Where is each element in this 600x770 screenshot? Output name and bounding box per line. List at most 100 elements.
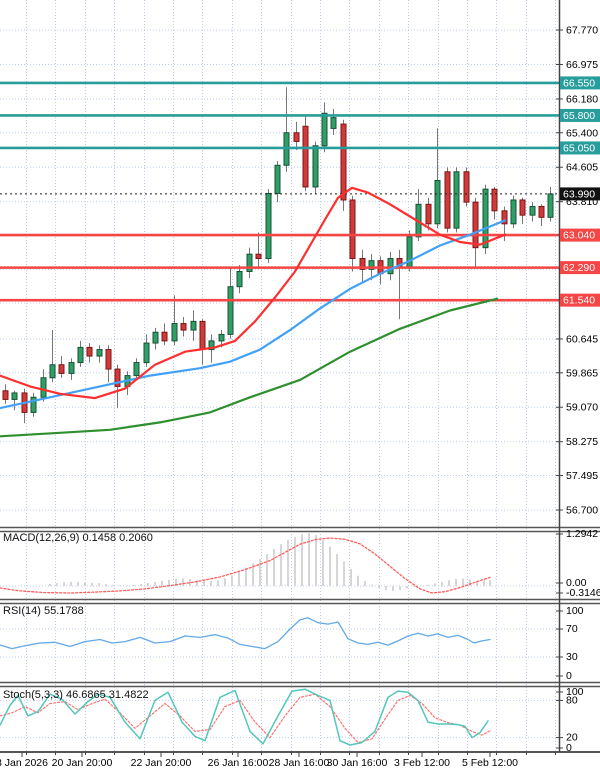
candle-bearish <box>463 171 470 203</box>
candle-bearish <box>491 188 498 212</box>
price-badge-label: 65.050 <box>563 142 595 154</box>
current-price-badge <box>560 187 600 201</box>
candle-bullish <box>453 171 460 229</box>
candle-bullish <box>143 342 150 364</box>
candle-bullish <box>312 145 319 188</box>
rsi-axis-label: 30 <box>566 651 578 663</box>
price-badge-label: 61.540 <box>563 295 595 307</box>
candle-bearish <box>161 331 168 342</box>
candle-bearish <box>114 368 121 387</box>
price-level-badge <box>560 293 600 307</box>
price-badge-label: 65.800 <box>563 110 595 122</box>
ma-fast-line <box>0 186 507 400</box>
macd-axis-label: 0.00 <box>566 577 587 589</box>
price-tick-label: 59.865 <box>566 367 598 379</box>
candle-bullish <box>40 377 47 398</box>
macd-axis-label: -0.3146 <box>566 587 600 599</box>
price-tick-label: 60.645 <box>566 333 598 345</box>
time-label: 5 Feb 12:00 <box>462 757 518 769</box>
price-tick-label: 56.700 <box>566 505 598 517</box>
stoch-axis-label: 0 <box>566 742 572 754</box>
candle-bearish <box>302 125 309 188</box>
macd-signal-line <box>0 537 491 594</box>
candle-bearish <box>340 123 347 201</box>
time-label: 3 Feb 12:00 <box>394 757 450 769</box>
ma-mid-line <box>0 219 507 410</box>
candle-bullish <box>434 179 441 225</box>
candle-bullish <box>246 253 253 273</box>
rsi-indicator-label: RSI(14) 55.1788 <box>3 605 84 617</box>
candle-bullish <box>227 286 234 335</box>
main-chart-surface[interactable] <box>0 0 559 527</box>
stoch-axis-label: 20 <box>566 732 578 744</box>
price-badge-label: 66.550 <box>563 77 595 89</box>
price-level-badge <box>560 261 600 275</box>
candle-bullish <box>236 271 243 288</box>
candle-bullish <box>529 205 536 216</box>
candle-bullish <box>133 362 140 377</box>
candle-bearish <box>2 390 9 400</box>
candle-bullish <box>77 346 84 364</box>
price-tick-label: 66.975 <box>566 59 598 71</box>
rsi-axis-label: 70 <box>566 623 578 635</box>
time-label: 22 Jan 20:00 <box>131 757 192 769</box>
stoch-indicator-label: Stoch(5,3,3) 46.6865 31.4822 <box>3 689 149 701</box>
candle-bullish <box>30 396 37 413</box>
candle-bullish <box>68 362 75 374</box>
candle-bullish <box>510 199 517 225</box>
ma-slow-line <box>0 297 499 438</box>
rsi-axis-label: 100 <box>566 605 584 617</box>
time-label: 26 Jan 16:00 <box>208 757 269 769</box>
candle-bullish <box>11 392 18 400</box>
candle-bearish <box>255 253 262 260</box>
candle-bearish <box>58 364 65 374</box>
time-label: 30 Jan 16:00 <box>327 757 388 769</box>
candle-bearish <box>349 199 356 260</box>
time-label: 28 Jan 16:00 <box>269 757 330 769</box>
candle-bearish <box>444 171 451 229</box>
candle-bullish <box>330 117 337 129</box>
time-label: 8 Jan 2026 <box>0 757 48 769</box>
candle-bullish <box>190 320 197 331</box>
price-level-badge <box>560 108 600 122</box>
candle-bullish <box>96 349 103 357</box>
candle-bullish <box>387 258 394 275</box>
price-tick-label: 67.770 <box>566 25 598 37</box>
price-badge-label: 63.040 <box>563 230 595 242</box>
stoch-k-line <box>0 688 489 746</box>
candle-bearish <box>501 210 508 225</box>
candle-bullish <box>321 112 328 147</box>
candle-bearish <box>359 258 366 270</box>
rsi-panel-surface[interactable] <box>0 604 559 681</box>
price-tick-label: 59.070 <box>566 402 598 414</box>
candle-bullish <box>482 188 489 249</box>
price-level-badge <box>560 228 600 242</box>
candle-bullish <box>171 323 178 342</box>
price-level-badge <box>560 141 600 155</box>
candle-bullish <box>152 331 159 344</box>
time-label: 20 Jan 20:00 <box>52 757 113 769</box>
macd-indicator-label: MACD(12,26,9) 0.1458 0.2060 <box>3 532 153 544</box>
candle-bullish <box>368 260 375 270</box>
price-badge-label: 62.290 <box>563 262 595 274</box>
price-tick-label: 65.400 <box>566 127 598 139</box>
price-level-badge <box>560 76 600 90</box>
stoch-axis-label: 80 <box>566 694 578 706</box>
candle-bullish <box>49 364 56 379</box>
candle-bearish <box>472 201 479 249</box>
candle-bearish <box>86 346 93 357</box>
price-badge-label: 63.990 <box>563 188 595 200</box>
candle-bearish <box>519 199 526 216</box>
price-tick-label: 57.495 <box>566 470 598 482</box>
stoch-axis-label: 100 <box>566 686 584 698</box>
price-tick-label: 66.180 <box>566 93 598 105</box>
candle-bullish <box>218 333 225 342</box>
candle-bearish <box>425 203 432 225</box>
rsi-axis-label: 0 <box>566 670 572 682</box>
rsi-line <box>0 617 491 650</box>
candle-bullish <box>265 192 272 260</box>
candle-bearish <box>538 205 545 218</box>
candle-bullish <box>208 340 215 351</box>
